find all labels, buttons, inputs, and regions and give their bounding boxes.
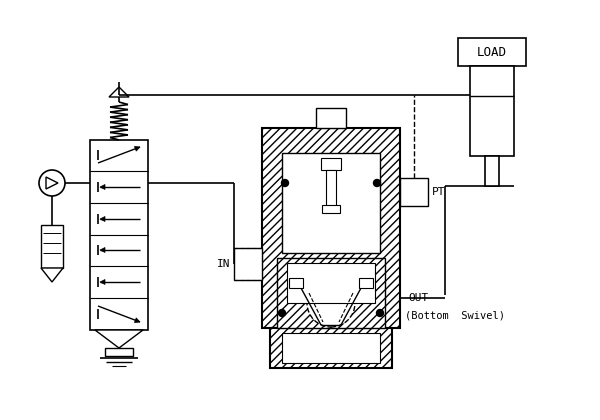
Bar — [234, 248, 262, 280]
Bar — [289, 278, 303, 288]
Bar — [287, 263, 375, 303]
Bar — [41, 225, 63, 268]
Circle shape — [278, 310, 286, 317]
Text: OUT: OUT — [408, 293, 428, 303]
Polygon shape — [134, 147, 140, 151]
Bar — [322, 205, 340, 213]
Bar — [458, 38, 526, 66]
Polygon shape — [95, 330, 143, 348]
Bar — [282, 333, 380, 363]
Bar — [105, 348, 133, 356]
Bar — [270, 328, 392, 368]
Bar — [262, 128, 400, 328]
Circle shape — [281, 179, 289, 186]
Bar — [470, 66, 514, 156]
Circle shape — [374, 179, 380, 186]
Circle shape — [307, 279, 355, 327]
Bar — [359, 278, 373, 288]
Bar — [321, 158, 341, 170]
Text: (Bottom  Swivel): (Bottom Swivel) — [405, 310, 505, 320]
Text: PT: PT — [432, 187, 446, 197]
Bar — [485, 156, 499, 186]
Bar — [326, 170, 336, 210]
Text: IN: IN — [217, 259, 230, 269]
Bar — [90, 140, 148, 330]
Polygon shape — [100, 216, 105, 221]
Polygon shape — [134, 318, 140, 323]
Bar — [316, 108, 346, 128]
Circle shape — [39, 170, 65, 196]
Polygon shape — [41, 268, 63, 282]
Polygon shape — [100, 279, 105, 284]
Polygon shape — [100, 247, 105, 252]
Bar — [400, 178, 428, 206]
Polygon shape — [100, 184, 105, 189]
Bar — [282, 153, 380, 253]
Circle shape — [377, 310, 383, 317]
Bar — [277, 258, 385, 328]
Text: LOAD: LOAD — [477, 45, 507, 58]
Polygon shape — [46, 177, 58, 189]
Polygon shape — [109, 87, 129, 97]
